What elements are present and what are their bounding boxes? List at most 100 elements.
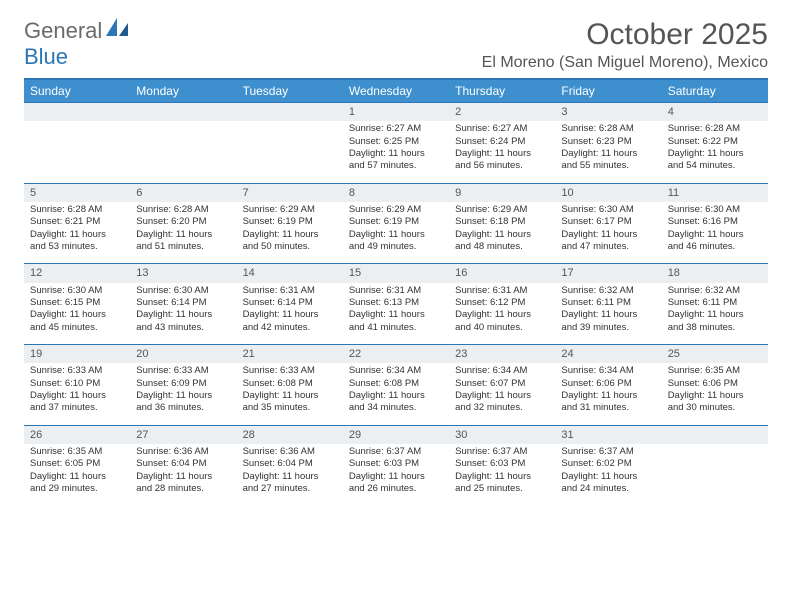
day-number: 3 bbox=[555, 102, 661, 121]
calendar-day: 31Sunrise: 6:37 AMSunset: 6:02 PMDayligh… bbox=[555, 425, 661, 506]
day-details: Sunrise: 6:30 AMSunset: 6:15 PMDaylight:… bbox=[24, 283, 130, 344]
day-details: Sunrise: 6:37 AMSunset: 6:03 PMDaylight:… bbox=[449, 444, 555, 505]
day-header: Monday bbox=[130, 80, 236, 102]
day-number: 22 bbox=[343, 344, 449, 363]
day-number: 4 bbox=[662, 102, 768, 121]
day-number bbox=[662, 425, 768, 444]
month-title: October 2025 bbox=[482, 18, 768, 52]
calendar-day: 5Sunrise: 6:28 AMSunset: 6:21 PMDaylight… bbox=[24, 183, 130, 264]
day-number: 6 bbox=[130, 183, 236, 202]
day-details: Sunrise: 6:29 AMSunset: 6:19 PMDaylight:… bbox=[237, 202, 343, 263]
day-details: Sunrise: 6:28 AMSunset: 6:22 PMDaylight:… bbox=[662, 121, 768, 182]
day-details: Sunrise: 6:34 AMSunset: 6:07 PMDaylight:… bbox=[449, 363, 555, 424]
calendar-day: 13Sunrise: 6:30 AMSunset: 6:14 PMDayligh… bbox=[130, 263, 236, 344]
sail-icon bbox=[106, 18, 132, 43]
calendar-day: 6Sunrise: 6:28 AMSunset: 6:20 PMDaylight… bbox=[130, 183, 236, 264]
day-details: Sunrise: 6:35 AMSunset: 6:05 PMDaylight:… bbox=[24, 444, 130, 505]
calendar-day: 20Sunrise: 6:33 AMSunset: 6:09 PMDayligh… bbox=[130, 344, 236, 425]
day-details: Sunrise: 6:31 AMSunset: 6:14 PMDaylight:… bbox=[237, 283, 343, 344]
brand-part1: General bbox=[24, 18, 102, 43]
calendar-day: 22Sunrise: 6:34 AMSunset: 6:08 PMDayligh… bbox=[343, 344, 449, 425]
day-number bbox=[130, 102, 236, 121]
calendar-day: 14Sunrise: 6:31 AMSunset: 6:14 PMDayligh… bbox=[237, 263, 343, 344]
day-number: 5 bbox=[24, 183, 130, 202]
day-number: 21 bbox=[237, 344, 343, 363]
day-details: Sunrise: 6:30 AMSunset: 6:14 PMDaylight:… bbox=[130, 283, 236, 344]
day-details: Sunrise: 6:36 AMSunset: 6:04 PMDaylight:… bbox=[237, 444, 343, 505]
calendar-day: 30Sunrise: 6:37 AMSunset: 6:03 PMDayligh… bbox=[449, 425, 555, 506]
location: El Moreno (San Miguel Moreno), Mexico bbox=[482, 54, 768, 72]
day-details: Sunrise: 6:34 AMSunset: 6:06 PMDaylight:… bbox=[555, 363, 661, 424]
calendar-week: 12Sunrise: 6:30 AMSunset: 6:15 PMDayligh… bbox=[24, 263, 768, 344]
day-number: 9 bbox=[449, 183, 555, 202]
day-details: Sunrise: 6:32 AMSunset: 6:11 PMDaylight:… bbox=[662, 283, 768, 344]
day-number bbox=[237, 102, 343, 121]
calendar-week: 26Sunrise: 6:35 AMSunset: 6:05 PMDayligh… bbox=[24, 425, 768, 506]
calendar-day: 11Sunrise: 6:30 AMSunset: 6:16 PMDayligh… bbox=[662, 183, 768, 264]
day-header: Tuesday bbox=[237, 80, 343, 102]
calendar-day: 28Sunrise: 6:36 AMSunset: 6:04 PMDayligh… bbox=[237, 425, 343, 506]
day-number: 10 bbox=[555, 183, 661, 202]
day-header: Thursday bbox=[449, 80, 555, 102]
brand-logo: GeneralBlue bbox=[24, 18, 132, 70]
day-details: Sunrise: 6:28 AMSunset: 6:20 PMDaylight:… bbox=[130, 202, 236, 263]
calendar-day: 12Sunrise: 6:30 AMSunset: 6:15 PMDayligh… bbox=[24, 263, 130, 344]
day-number: 23 bbox=[449, 344, 555, 363]
day-details: Sunrise: 6:30 AMSunset: 6:16 PMDaylight:… bbox=[662, 202, 768, 263]
day-details: Sunrise: 6:27 AMSunset: 6:24 PMDaylight:… bbox=[449, 121, 555, 182]
calendar-day: 3Sunrise: 6:28 AMSunset: 6:23 PMDaylight… bbox=[555, 102, 661, 183]
day-details: Sunrise: 6:33 AMSunset: 6:09 PMDaylight:… bbox=[130, 363, 236, 424]
day-details: Sunrise: 6:37 AMSunset: 6:02 PMDaylight:… bbox=[555, 444, 661, 505]
day-details: Sunrise: 6:34 AMSunset: 6:08 PMDaylight:… bbox=[343, 363, 449, 424]
day-number: 27 bbox=[130, 425, 236, 444]
calendar-day: 16Sunrise: 6:31 AMSunset: 6:12 PMDayligh… bbox=[449, 263, 555, 344]
day-number: 7 bbox=[237, 183, 343, 202]
day-number: 15 bbox=[343, 263, 449, 282]
calendar-day: 27Sunrise: 6:36 AMSunset: 6:04 PMDayligh… bbox=[130, 425, 236, 506]
day-details: Sunrise: 6:36 AMSunset: 6:04 PMDaylight:… bbox=[130, 444, 236, 505]
calendar-day-empty bbox=[237, 102, 343, 183]
day-details: Sunrise: 6:33 AMSunset: 6:08 PMDaylight:… bbox=[237, 363, 343, 424]
day-header: Wednesday bbox=[343, 80, 449, 102]
calendar-week: 1Sunrise: 6:27 AMSunset: 6:25 PMDaylight… bbox=[24, 102, 768, 183]
day-details: Sunrise: 6:28 AMSunset: 6:21 PMDaylight:… bbox=[24, 202, 130, 263]
calendar-day-empty bbox=[662, 425, 768, 506]
calendar-day: 4Sunrise: 6:28 AMSunset: 6:22 PMDaylight… bbox=[662, 102, 768, 183]
day-details: Sunrise: 6:33 AMSunset: 6:10 PMDaylight:… bbox=[24, 363, 130, 424]
calendar-day: 24Sunrise: 6:34 AMSunset: 6:06 PMDayligh… bbox=[555, 344, 661, 425]
calendar-day: 7Sunrise: 6:29 AMSunset: 6:19 PMDaylight… bbox=[237, 183, 343, 264]
calendar-day: 18Sunrise: 6:32 AMSunset: 6:11 PMDayligh… bbox=[662, 263, 768, 344]
calendar-day: 19Sunrise: 6:33 AMSunset: 6:10 PMDayligh… bbox=[24, 344, 130, 425]
calendar-day: 8Sunrise: 6:29 AMSunset: 6:19 PMDaylight… bbox=[343, 183, 449, 264]
day-number: 14 bbox=[237, 263, 343, 282]
day-number: 25 bbox=[662, 344, 768, 363]
day-details bbox=[237, 121, 343, 169]
title-block: October 2025 El Moreno (San Miguel Moren… bbox=[482, 18, 768, 72]
calendar-day: 26Sunrise: 6:35 AMSunset: 6:05 PMDayligh… bbox=[24, 425, 130, 506]
day-details bbox=[130, 121, 236, 169]
day-number: 1 bbox=[343, 102, 449, 121]
day-number bbox=[24, 102, 130, 121]
calendar-day: 15Sunrise: 6:31 AMSunset: 6:13 PMDayligh… bbox=[343, 263, 449, 344]
day-number: 30 bbox=[449, 425, 555, 444]
brand-part2: Blue bbox=[24, 44, 68, 69]
day-number: 31 bbox=[555, 425, 661, 444]
day-details: Sunrise: 6:27 AMSunset: 6:25 PMDaylight:… bbox=[343, 121, 449, 182]
day-number: 26 bbox=[24, 425, 130, 444]
calendar-day-empty bbox=[24, 102, 130, 183]
day-number: 2 bbox=[449, 102, 555, 121]
calendar-day: 29Sunrise: 6:37 AMSunset: 6:03 PMDayligh… bbox=[343, 425, 449, 506]
day-details: Sunrise: 6:32 AMSunset: 6:11 PMDaylight:… bbox=[555, 283, 661, 344]
calendar-day: 25Sunrise: 6:35 AMSunset: 6:06 PMDayligh… bbox=[662, 344, 768, 425]
calendar-head: SundayMondayTuesdayWednesdayThursdayFrid… bbox=[24, 80, 768, 102]
day-details: Sunrise: 6:29 AMSunset: 6:19 PMDaylight:… bbox=[343, 202, 449, 263]
day-header: Sunday bbox=[24, 80, 130, 102]
header: GeneralBlue October 2025 El Moreno (San … bbox=[24, 18, 768, 72]
day-details: Sunrise: 6:31 AMSunset: 6:12 PMDaylight:… bbox=[449, 283, 555, 344]
day-number: 16 bbox=[449, 263, 555, 282]
day-details: Sunrise: 6:28 AMSunset: 6:23 PMDaylight:… bbox=[555, 121, 661, 182]
calendar-day: 10Sunrise: 6:30 AMSunset: 6:17 PMDayligh… bbox=[555, 183, 661, 264]
day-details: Sunrise: 6:31 AMSunset: 6:13 PMDaylight:… bbox=[343, 283, 449, 344]
day-number: 8 bbox=[343, 183, 449, 202]
day-number: 18 bbox=[662, 263, 768, 282]
